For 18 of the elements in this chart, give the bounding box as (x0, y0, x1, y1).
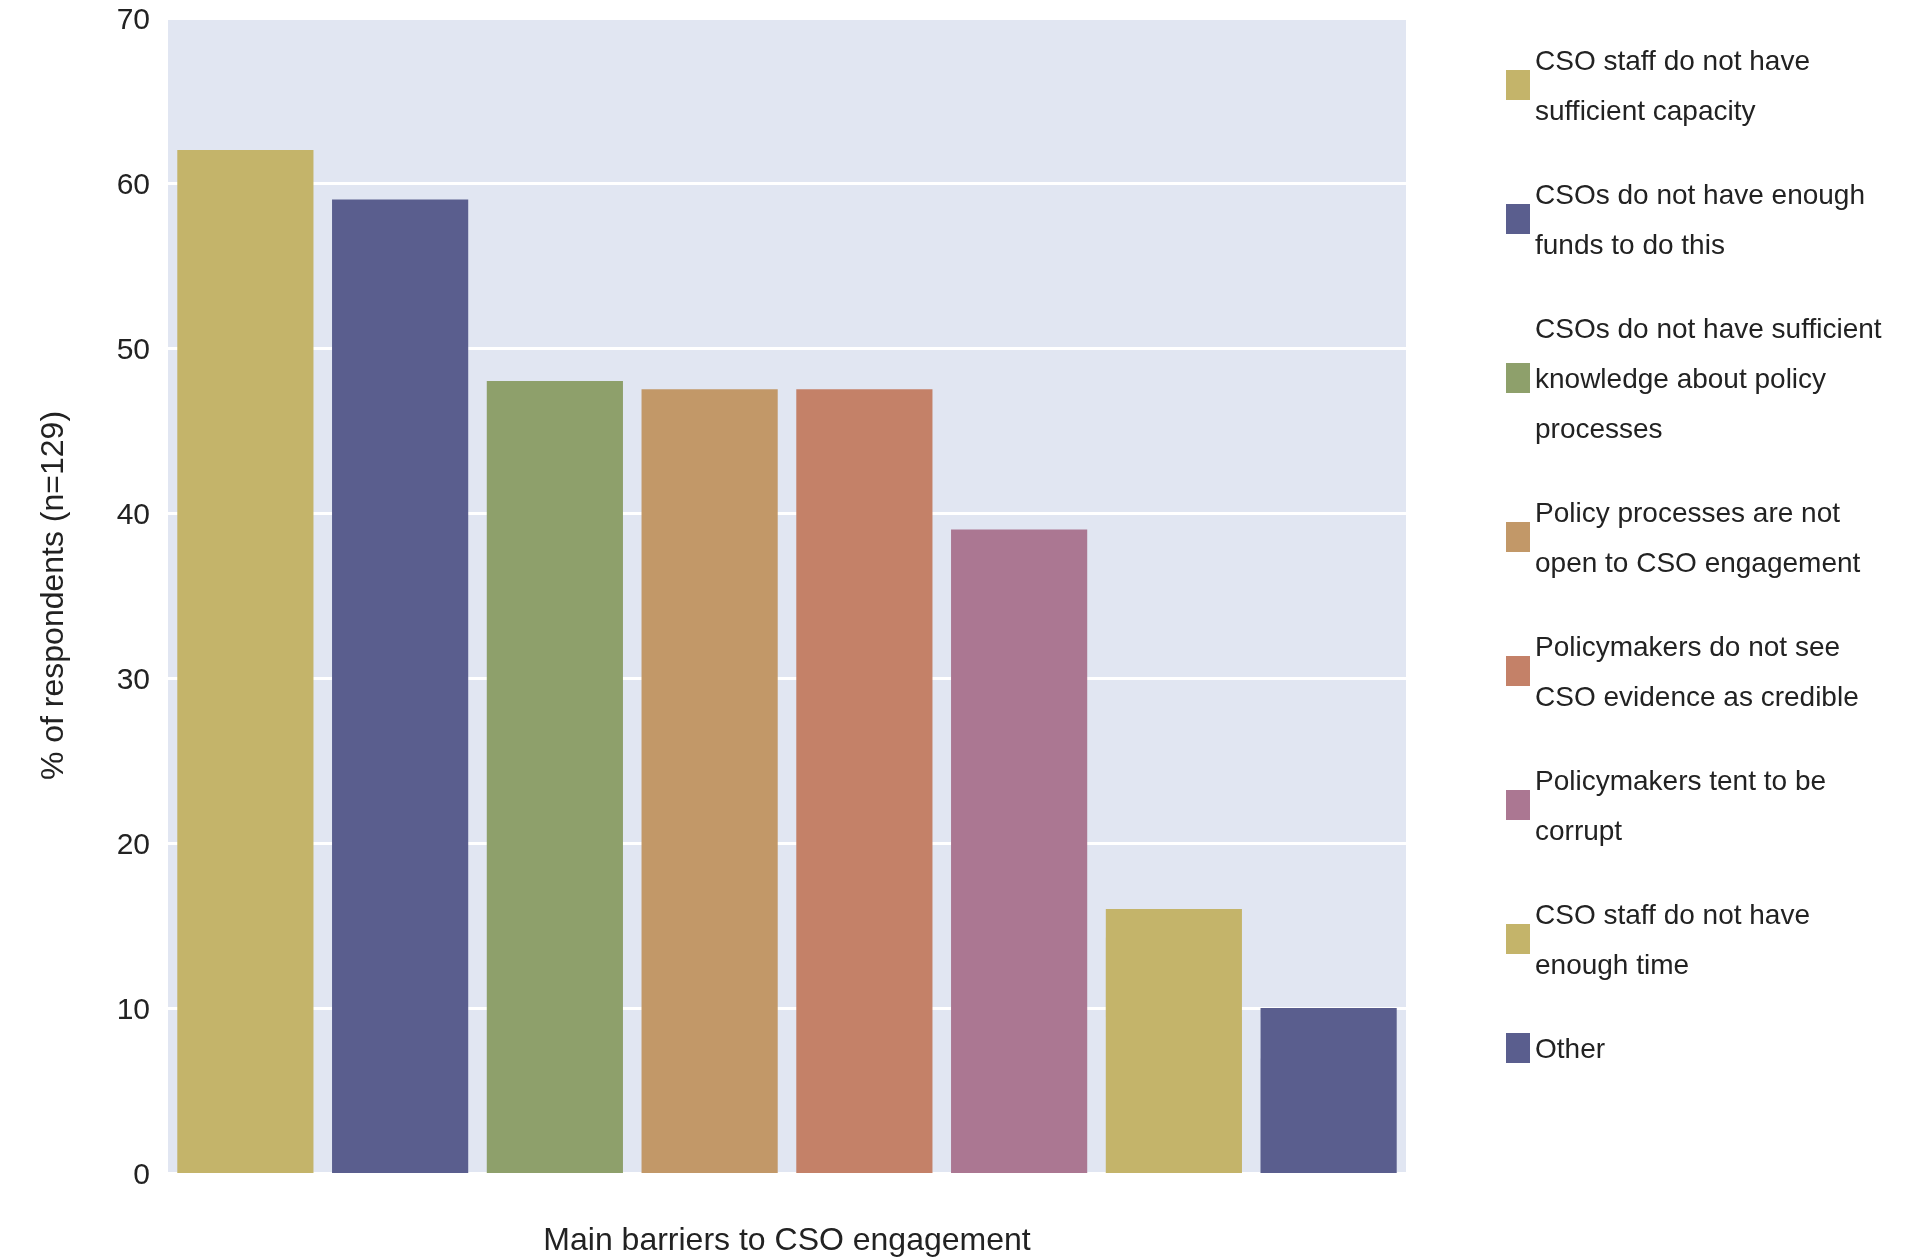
y-tick-label: 0 (133, 1156, 150, 1190)
y-tick-label: 60 (116, 166, 150, 200)
legend-label: Policy processes are not open to CSO engagement (1535, 496, 1861, 578)
legend-label: Policymakers tent to be corrupt (1535, 764, 1834, 846)
legend-label: Other (1535, 1032, 1606, 1064)
legend-label: CSOs do not have sufficient knowledge about policy processes (1535, 312, 1890, 444)
y-tick-label: 30 (116, 661, 150, 695)
y-axis-title: % of respondents (n=129) (34, 410, 70, 781)
legend-label: CSO staff do not have enough time (1535, 898, 1818, 980)
x-axis-title: Main barriers to CSO engagement (543, 1221, 1031, 1257)
legend-label: Policymakers do not see CSO evidence as credible (1535, 630, 1859, 712)
legend-label: CSO staff do not have sufficient capacity (1535, 44, 1818, 126)
y-tick-label: 70 (116, 1, 150, 35)
legend-label: CSOs do not have enough funds to do this (1535, 178, 1873, 260)
y-tick-label: 50 (116, 331, 150, 365)
y-tick-label: 20 (116, 826, 150, 860)
y-tick-label: 40 (116, 496, 150, 530)
y-tick-label: 10 (116, 991, 150, 1025)
